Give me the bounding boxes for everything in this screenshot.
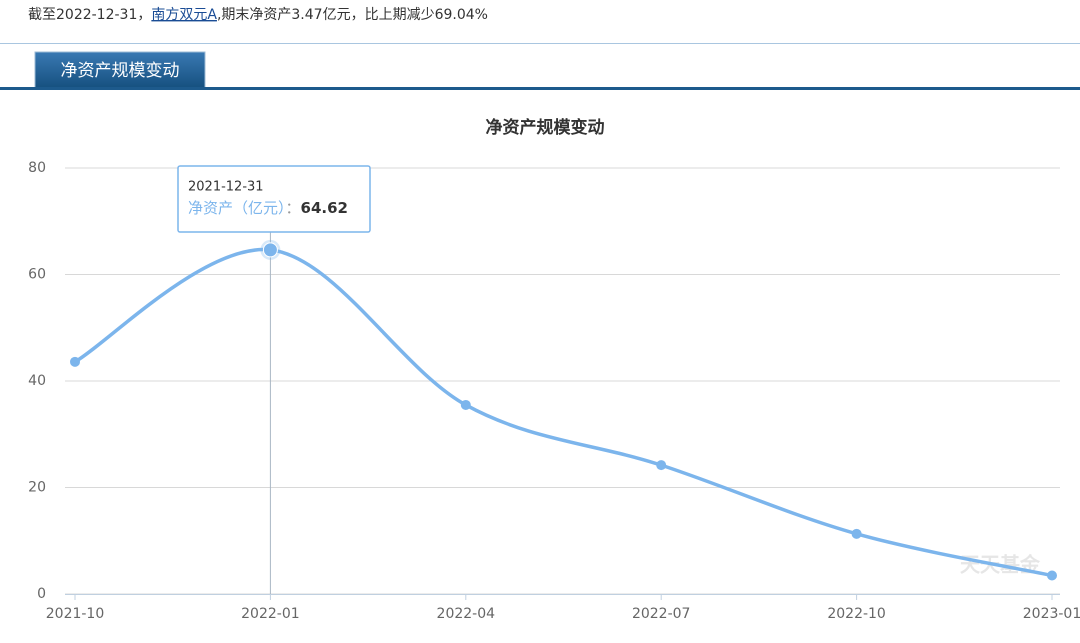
tooltip-value: 64.62: [301, 199, 348, 217]
chart-title: 净资产规模变动: [486, 117, 605, 138]
y-tick-label: 0: [37, 586, 46, 602]
tab-border: [0, 87, 1080, 90]
x-tick-label: 2021-10: [46, 606, 105, 622]
x-tick-label: 2022-04: [437, 606, 496, 622]
point: [851, 528, 862, 539]
series-line: [74, 248, 1053, 578]
tooltip-series: 净资产（亿元）: [188, 199, 286, 217]
tooltip: 2021-12-31 净资产（亿元）：64.62: [177, 165, 371, 233]
x-tick-label: 2022-07: [632, 606, 691, 622]
summary-text: 截至2022-12-31，: [28, 7, 151, 23]
y-tick-label: 60: [28, 267, 46, 283]
point: [262, 242, 278, 258]
x-tick-label: 2023-01: [1023, 606, 1080, 622]
y-tick-label: 80: [28, 160, 46, 176]
tooltip-box: [177, 165, 371, 233]
x-tick-label: 2022-10: [827, 606, 886, 622]
tooltip-date: 2021-12-31: [188, 180, 264, 195]
x-tick-label: 2022-01: [241, 606, 300, 622]
point: [460, 399, 471, 410]
summary-text: ,期末净资产3.47亿元，比上期减少69.04%: [217, 7, 488, 23]
y-tick-label: 40: [28, 373, 46, 389]
plot: 0 20 40 60 80 2021-10 2022-01 2022-04 2022-07 202…: [28, 160, 1080, 622]
point: [656, 460, 667, 471]
point: [70, 356, 80, 367]
point: [1047, 570, 1057, 581]
fund-link[interactable]: 南方双元A: [151, 7, 217, 23]
tab-label[interactable]: 净资产规模变动: [61, 61, 180, 81]
summary-prefix: 截至2022-12-31，南方双元A,期末净资产3.47亿元，比上期减少69.0…: [28, 7, 488, 23]
y-tick-label: 20: [28, 480, 46, 496]
tooltip-sep: ：: [286, 199, 301, 217]
tooltip-row: 净资产（亿元）：64.62: [188, 199, 348, 217]
